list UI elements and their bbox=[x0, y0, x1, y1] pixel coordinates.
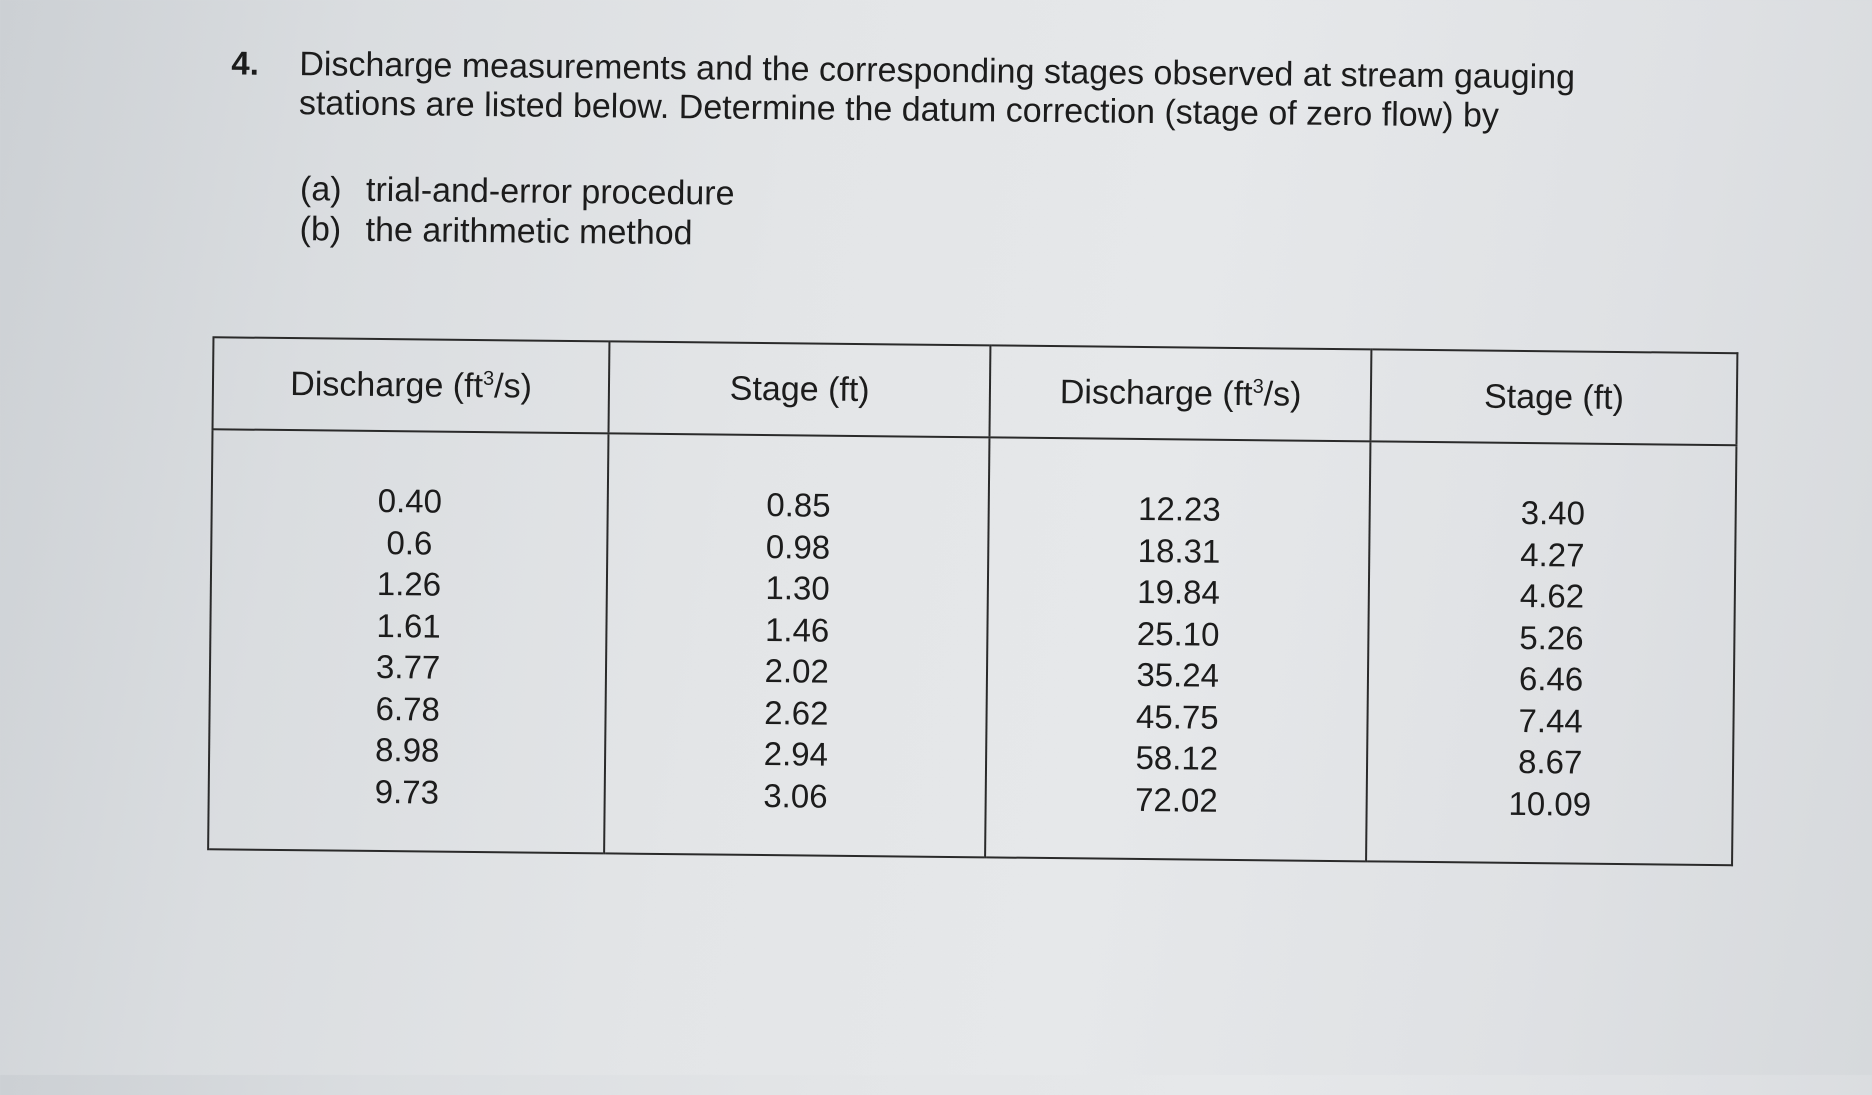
table-cell: 1.61 bbox=[376, 606, 441, 645]
table-cell: 7.44 bbox=[1518, 701, 1583, 740]
part-label: (b) bbox=[299, 210, 342, 249]
table-cell: 0.85 bbox=[766, 486, 831, 524]
column-header-stage-1: Stage (ft) bbox=[608, 341, 991, 438]
column-header-stage-2: Stage (ft) bbox=[1370, 349, 1738, 446]
part-text: trial-and-error procedure bbox=[365, 170, 735, 213]
table-cell: 72.02 bbox=[1134, 780, 1218, 819]
table-cell: 35.24 bbox=[1136, 655, 1220, 694]
table-cell: 19.84 bbox=[1137, 572, 1221, 611]
table-cell: 6.46 bbox=[1518, 659, 1584, 698]
table-cell: 3.77 bbox=[375, 647, 441, 686]
column-discharge-1-values: 0.40 0.6 1.26 1.61 3.77 6.78 8.98 9.73 bbox=[208, 429, 609, 854]
table-cell: 3.06 bbox=[763, 776, 828, 815]
column-stage-2-values: 3.40 4.27 4.62 5.26 6.46 7.44 8.67 10.09 bbox=[1366, 441, 1737, 866]
table-cell: 8.67 bbox=[1517, 742, 1583, 781]
table-cell: 3.40 bbox=[1520, 493, 1586, 532]
problem-part-b: (b) the arithmetic method bbox=[299, 209, 734, 254]
table-cell: 45.75 bbox=[1135, 697, 1219, 736]
problem-number: 4. bbox=[231, 44, 260, 82]
column-discharge-2-values: 12.23 18.31 19.84 25.10 35.24 45.75 58.1… bbox=[985, 437, 1371, 862]
table-cell: 0.98 bbox=[765, 527, 831, 566]
table-cell: 8.98 bbox=[374, 730, 440, 769]
table-cell: 0.6 bbox=[386, 523, 433, 562]
table-cell: 18.31 bbox=[1137, 531, 1221, 570]
table-cell: 2.62 bbox=[764, 693, 829, 732]
column-stage-1-values: 0.85 0.98 1.30 1.46 2.02 2.62 2.94 3.06 bbox=[604, 433, 990, 858]
table-cell: 9.73 bbox=[374, 772, 440, 811]
problem-part-a: (a) trial-and-error procedure bbox=[300, 169, 735, 214]
table-cell: 2.94 bbox=[763, 735, 829, 773]
column-header-discharge-1: Discharge (ft3/s) bbox=[212, 337, 610, 434]
table-cell: 2.02 bbox=[764, 652, 830, 690]
table-cell: 0.40 bbox=[377, 481, 443, 520]
table-cell: 4.27 bbox=[1520, 535, 1585, 574]
table-cell: 1.30 bbox=[765, 569, 830, 607]
table-body-row: 0.40 0.6 1.26 1.61 3.77 6.78 8.98 9.73 0… bbox=[208, 429, 1737, 866]
table-cell: 10.09 bbox=[1508, 784, 1592, 823]
table-cell: 1.26 bbox=[376, 564, 442, 603]
problem-statement: Discharge measurements and the correspon… bbox=[298, 45, 1576, 135]
table-cell: 25.10 bbox=[1136, 614, 1220, 653]
table-cell: 1.46 bbox=[764, 610, 830, 649]
discharge-stage-table: Discharge (ft3/s) Stage (ft) Discharge (… bbox=[207, 336, 1739, 867]
table-cell: 58.12 bbox=[1135, 738, 1219, 777]
part-label: (a) bbox=[299, 170, 342, 209]
part-text: the arithmetic method bbox=[365, 210, 693, 253]
table-cell: 6.78 bbox=[375, 689, 441, 728]
table-cell: 5.26 bbox=[1519, 618, 1584, 657]
problem-block: 4. Discharge measurements and the corres… bbox=[231, 44, 1712, 252]
table-header-row: Discharge (ft3/s) Stage (ft) Discharge (… bbox=[212, 337, 1738, 446]
table-cell: 4.62 bbox=[1519, 576, 1585, 615]
table-cell: 12.23 bbox=[1137, 489, 1221, 528]
problem-parts-list: (a) trial-and-error procedure (b) the ar… bbox=[299, 169, 734, 254]
column-header-discharge-2: Discharge (ft3/s) bbox=[989, 345, 1372, 442]
